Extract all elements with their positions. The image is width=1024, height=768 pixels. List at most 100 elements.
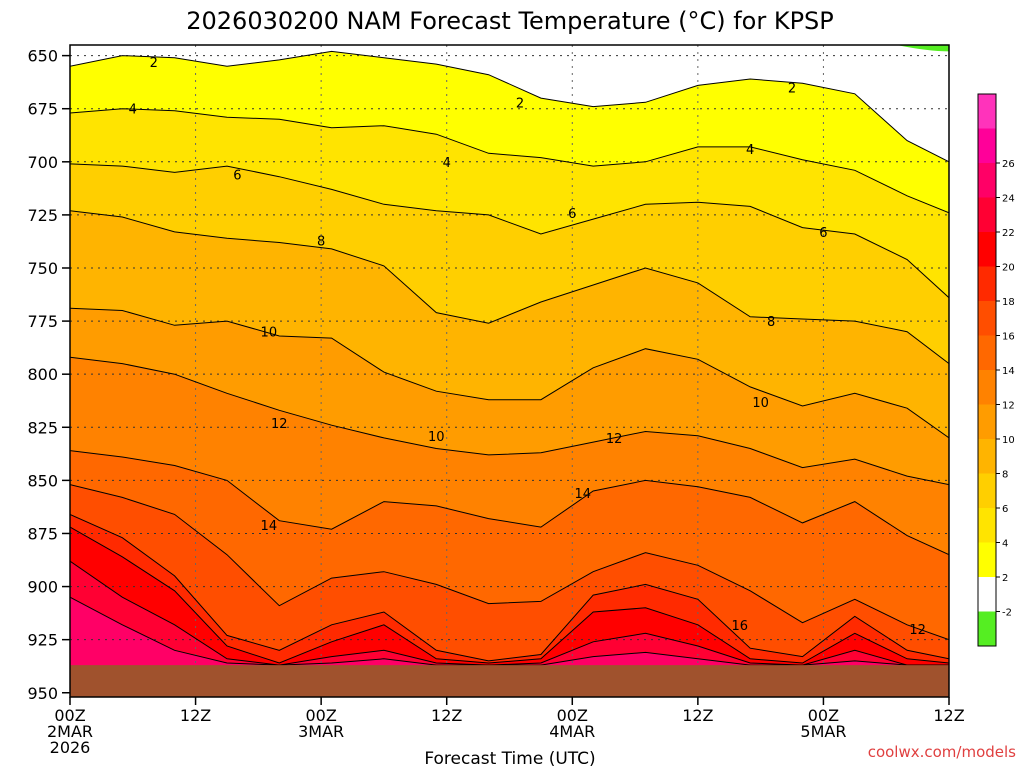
- isotherm-12: [70, 356, 949, 486]
- isotherm-18: [70, 513, 949, 662]
- colorbar-label-6: 6: [1002, 504, 1008, 515]
- contour-labels: 2 2 2 4 4 4 6 6 6 8 8 10 10 10 12 12 14 14 16 12: [129, 56, 926, 638]
- contour-label-16: 16: [731, 619, 748, 634]
- colorbar-label-24: 24: [1002, 194, 1015, 205]
- colorbar-swatch-12: [978, 197, 996, 232]
- y-tick-label-950: 950: [27, 684, 58, 703]
- y-tick-label-775: 775: [27, 312, 58, 331]
- isotherm-10: [70, 307, 949, 439]
- ground-surface: [70, 665, 949, 697]
- contour-label-10: 10: [261, 326, 278, 341]
- contour-label-12: 12: [271, 417, 288, 432]
- contour-label-6: 6: [568, 207, 576, 222]
- contour-label-12: 12: [606, 432, 623, 447]
- colorbar-swatch-2: [978, 542, 996, 577]
- contour-label-2: 2: [516, 96, 524, 111]
- plot-area: [70, 45, 949, 697]
- colorbar-swatch-6: [978, 404, 996, 439]
- colorbar-label-10: 10: [1002, 435, 1015, 446]
- colorbar-label-26: 26: [1002, 159, 1015, 170]
- y-tick-label-875: 875: [27, 524, 58, 543]
- x-date-label-48: 4MAR: [549, 722, 595, 741]
- contour-label-4: 4: [129, 103, 137, 118]
- isotherm-2: [70, 50, 949, 163]
- isotherm-8: [70, 210, 949, 364]
- isotherm-22: [70, 560, 949, 666]
- y-axis: 650 675 700 725 750 775 800 825 850 875 900 925 950: [27, 47, 70, 703]
- y-tick-label-750: 750: [27, 259, 58, 278]
- colorbar-swatch-3: [978, 508, 996, 543]
- x-tick-label-72: 00Z: [808, 706, 839, 725]
- colorbar-label-16: 16: [1002, 332, 1015, 343]
- x-tick-label-48: 00Z: [557, 706, 588, 725]
- isotherm-6: [70, 163, 949, 299]
- colorbar-swatch-1: [978, 577, 996, 612]
- colorbar-label-22: 22: [1002, 228, 1015, 239]
- isotherm-16: [70, 484, 949, 641]
- y-tick-label-700: 700: [27, 153, 58, 172]
- colorbar-label--2: -2: [1002, 608, 1012, 619]
- colorbar-label-20: 20: [1002, 263, 1015, 274]
- contour-label-10: 10: [428, 430, 445, 445]
- x-year-label: 2026: [50, 738, 91, 757]
- colorbar-swatch-13: [978, 163, 996, 198]
- isotherm-20: [70, 526, 949, 664]
- x-tick-label-84: 12Z: [933, 706, 964, 725]
- contour-label-6: 6: [819, 226, 827, 241]
- colorbar-label-12: 12: [1002, 401, 1015, 412]
- y-tick-label-800: 800: [27, 365, 58, 384]
- y-tick-label-725: 725: [27, 206, 58, 225]
- colorbar-swatch-14: [978, 128, 996, 163]
- x-tick-label-0: 00Z: [54, 706, 85, 725]
- contour-label-2: 2: [150, 56, 158, 71]
- contour-label-10: 10: [752, 396, 769, 411]
- contour-label-8: 8: [317, 234, 325, 249]
- colorbar-swatch-4: [978, 473, 996, 508]
- isotherm-14: [70, 450, 949, 556]
- colorbar-swatch-7: [978, 370, 996, 405]
- colorbar-swatch-8: [978, 335, 996, 370]
- x-date-label-24: 3MAR: [298, 722, 344, 741]
- x-date-label-72: 5MAR: [800, 722, 846, 741]
- contour-label-12: 12: [909, 623, 926, 638]
- x-tick-label-36: 12Z: [431, 706, 462, 725]
- colorbar-label-8: 8: [1002, 470, 1008, 481]
- colorbar-label-18: 18: [1002, 297, 1015, 308]
- colorbar-swatch-10: [978, 266, 996, 301]
- isotherm-4: [70, 108, 949, 214]
- chart-title: 2026030200 NAM Forecast Temperature (°C)…: [186, 7, 834, 35]
- contour-label-8: 8: [767, 315, 775, 330]
- x-tick-label-24: 00Z: [305, 706, 336, 725]
- y-tick-label-650: 650: [27, 47, 58, 66]
- colorbar-swatch-15: [978, 94, 996, 129]
- colorbar-swatch-0: [978, 611, 996, 646]
- contour-label-4: 4: [443, 156, 451, 171]
- y-tick-label-675: 675: [27, 100, 58, 119]
- x-axis-label: Forecast Time (UTC): [424, 749, 595, 768]
- contour-label-4: 4: [746, 143, 754, 158]
- contour-label-6: 6: [233, 169, 241, 184]
- plot-frame: [69, 44, 950, 698]
- colorbar-swatch-9: [978, 301, 996, 336]
- temperature-band-minus-2: [896, 45, 949, 52]
- ground-fill: [70, 665, 949, 697]
- x-date-label-0: 2MAR: [47, 722, 93, 741]
- y-tick-label-850: 850: [27, 471, 58, 490]
- colorbar-label-2: 2: [1002, 573, 1008, 584]
- x-tick-label-12: 12Z: [180, 706, 211, 725]
- colorbar-swatch-11: [978, 232, 996, 267]
- x-tick-label-60: 12Z: [682, 706, 713, 725]
- y-tick-label-925: 925: [27, 631, 58, 650]
- isotherm-24: [70, 596, 949, 666]
- colorbar-swatch-5: [978, 439, 996, 474]
- colorbar-label-4: 4: [1002, 539, 1008, 550]
- credit-text: coolwx.com/models: [868, 743, 1016, 761]
- contour-label-14: 14: [574, 487, 591, 502]
- y-tick-label-825: 825: [27, 418, 58, 437]
- temperature-band-20: [70, 527, 949, 697]
- contour-label-14: 14: [261, 519, 278, 534]
- contour-label-2: 2: [788, 81, 796, 96]
